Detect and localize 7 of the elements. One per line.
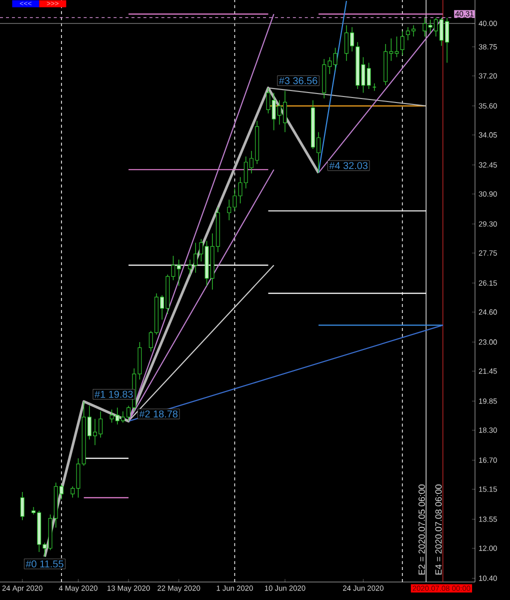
annotation: #4 32.03: [329, 162, 368, 170]
annotation: #2 18.78: [139, 410, 178, 418]
ref-line-label: E2 = 2020.07.05 06:00: [418, 484, 425, 574]
annotation: #0 11.55: [26, 560, 64, 568]
annotation: #3 36.56: [278, 77, 318, 84]
ref-line-label: E4 = 2020.07.08 06:00: [435, 484, 442, 574]
annotation: #1 19.83: [94, 390, 133, 398]
